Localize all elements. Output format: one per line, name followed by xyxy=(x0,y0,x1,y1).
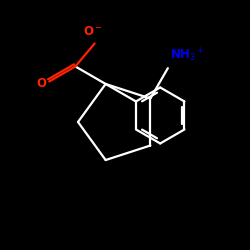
Text: NH$_3$$^+$: NH$_3$$^+$ xyxy=(170,47,204,64)
Text: O$^-$: O$^-$ xyxy=(83,26,102,38)
Text: O: O xyxy=(36,77,46,90)
